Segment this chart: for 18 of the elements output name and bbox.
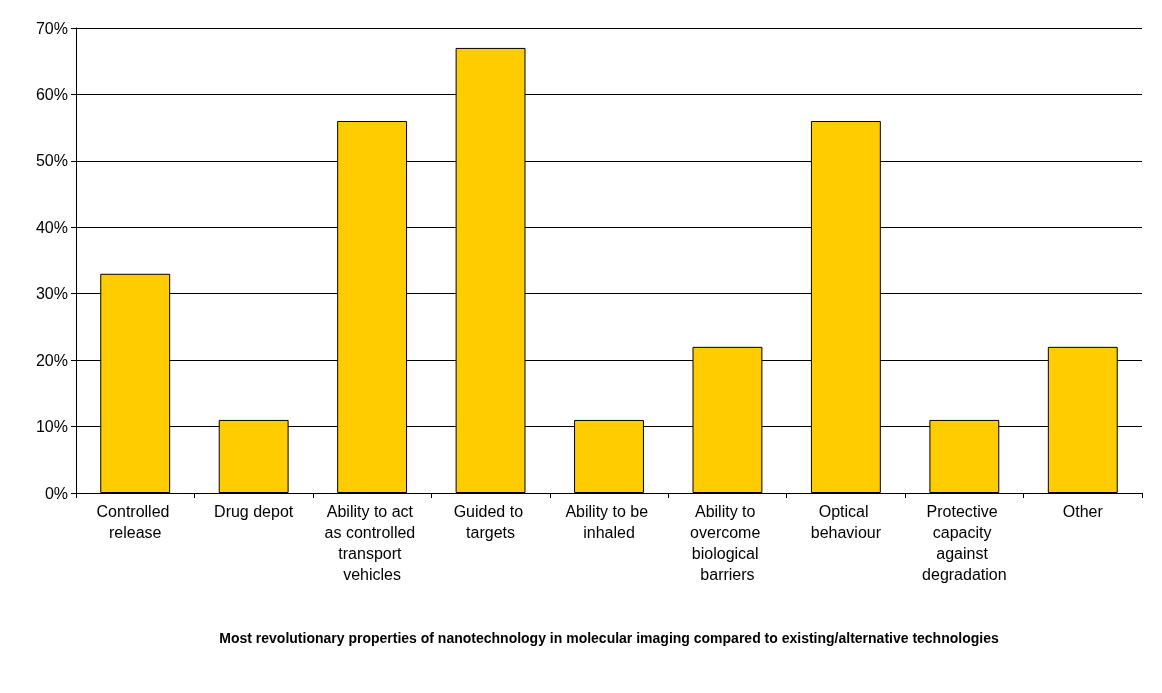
x-tick-label: Ability to overcome biological barriers	[690, 503, 765, 583]
x-tick-label: Protective capacity against degradation	[922, 503, 1007, 583]
x-tick-label: Other	[1062, 503, 1104, 520]
y-tick-label: 40%	[35, 218, 68, 236]
y-tick-label: 70%	[35, 19, 68, 37]
y-tick-label: 50%	[35, 152, 68, 170]
x-axis-title: Most revolutionary properties of nanotechnology in molecular imaging compared to existing/alternative technologies	[219, 630, 999, 646]
x-tick-label: Ability to act as controlled transport vehicles	[324, 503, 420, 583]
y-tick-label: 20%	[35, 351, 68, 369]
x-tick-label: Drug depot	[214, 503, 294, 520]
y-tick-label: 0%	[44, 484, 68, 502]
x-tick-label: Controlled release	[96, 503, 174, 541]
y-tick-label: 10%	[35, 418, 68, 436]
y-tick-label: 60%	[35, 85, 68, 103]
y-tick-label: 30%	[35, 285, 68, 303]
x-tick-label: Ability to be inhaled	[565, 503, 653, 541]
x-tick-label: Guided to targets	[453, 503, 528, 541]
x-tick-label: Optical behaviour	[810, 503, 882, 541]
